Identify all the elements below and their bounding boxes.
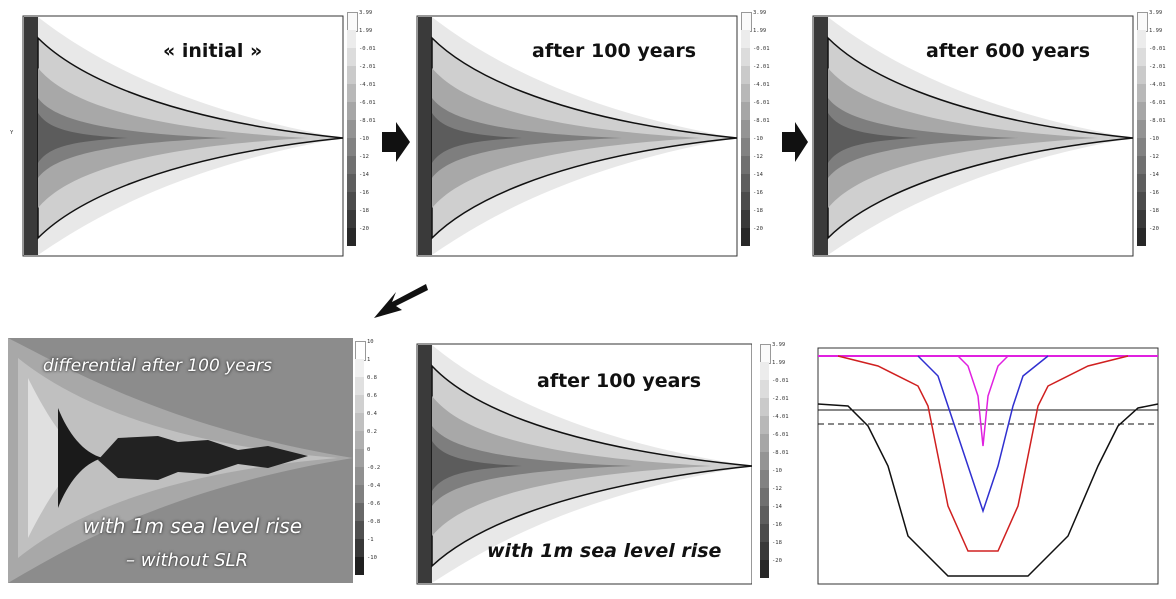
colorbar-label: -10 xyxy=(753,136,763,142)
colorbar-label: 1 xyxy=(367,357,371,363)
colorbar-label: -0.01 xyxy=(753,46,770,52)
colorbar-label: -16 xyxy=(1149,190,1159,196)
colorbar-label: 0 xyxy=(367,447,371,453)
colorbar-label: -2.01 xyxy=(753,64,770,70)
colorbar-label: -8.01 xyxy=(359,118,376,124)
colorbar-label: -10 xyxy=(1149,136,1159,142)
panel-after-100: after 100 years xyxy=(402,8,772,268)
colorbar-label: -18 xyxy=(1149,208,1159,214)
colorbar-label: -18 xyxy=(772,540,782,546)
panel-title: after 100 years xyxy=(537,370,702,392)
panel-initial: « initial » Y xyxy=(8,8,378,268)
panel-title: after 100 years xyxy=(532,40,697,62)
colorbar-label: -1 xyxy=(367,537,374,543)
colorbar-label: 1.99 xyxy=(359,28,373,34)
colorbar-label: -12 xyxy=(753,154,763,160)
colorbar-label: -8.01 xyxy=(772,450,789,456)
colorbar-label: 0.6 xyxy=(367,393,377,399)
colorbar-label: -8.01 xyxy=(1149,118,1166,124)
contour-plot-initial xyxy=(22,15,344,257)
colorbar-label: 1.99 xyxy=(1149,28,1163,34)
colorbar-label: -0.01 xyxy=(1149,46,1166,52)
colorbar-label: -14 xyxy=(1149,172,1159,178)
colorbar-label: -0.01 xyxy=(772,378,789,384)
contour-plot-after-600 xyxy=(812,15,1134,257)
colorbar-label: -0.2 xyxy=(367,465,381,471)
colorbar-label: 3.99 xyxy=(753,10,767,16)
panel-differential: differential after 100 years with 1m sea… xyxy=(8,338,378,596)
panel-after-100-slr: after 100 years with 1m sea level rise xyxy=(402,338,772,596)
colorbar-label: -16 xyxy=(753,190,763,196)
colorbar-label: -0.01 xyxy=(359,46,376,52)
colorbar-label: -2.01 xyxy=(772,396,789,402)
arrow-right-icon xyxy=(782,122,808,162)
colorbar-label: 3.99 xyxy=(359,10,373,16)
colorbar-label: 0.4 xyxy=(367,411,377,417)
colorbar-label: -12 xyxy=(359,154,369,160)
colorbar-label: -12 xyxy=(1149,154,1159,160)
arrow-down-left-icon xyxy=(374,284,428,318)
panel-title: differential after 100 years xyxy=(43,356,272,376)
colorbar-label: -20 xyxy=(772,558,782,564)
colorbar-label: -0.8 xyxy=(367,519,381,525)
colorbar-label: -4.01 xyxy=(1149,82,1166,88)
colorbar-label: -0.6 xyxy=(367,501,381,507)
y-axis-label: Y xyxy=(10,130,14,136)
colorbar-label: -6.01 xyxy=(753,100,770,106)
colorbar-label: -14 xyxy=(753,172,763,178)
colorbar-label: -20 xyxy=(1149,226,1159,232)
colorbar-label: -2.01 xyxy=(1149,64,1166,70)
colorbar-label: -16 xyxy=(772,522,782,528)
panel-footer: with 1m sea level rise xyxy=(487,540,722,562)
footer-line-2: – without SLR xyxy=(126,550,249,571)
colorbar-label: -12 xyxy=(772,486,782,492)
colorbar-label: 1.99 xyxy=(753,28,767,34)
colorbar-label: 3.99 xyxy=(1149,10,1163,16)
panel-title: « initial » xyxy=(163,40,263,62)
arrow-right-icon xyxy=(382,122,410,162)
colorbar-label: -18 xyxy=(753,208,763,214)
colorbar-label: 1.99 xyxy=(772,360,786,366)
colorbar-label: -4.01 xyxy=(359,82,376,88)
footer-line-1: with 1m sea level rise xyxy=(83,514,303,538)
colorbar-label: -2.01 xyxy=(359,64,376,70)
colorbar-label: -10 xyxy=(772,468,782,474)
colorbar-label: -14 xyxy=(772,504,782,510)
colorbar-label: -14 xyxy=(359,172,369,178)
colorbar-label: 10 xyxy=(367,339,374,345)
colorbar-label: -6.01 xyxy=(1149,100,1166,106)
colorbar-label: -20 xyxy=(753,226,763,232)
colorbar-label: 0.8 xyxy=(367,375,377,381)
colorbar-label: -16 xyxy=(359,190,369,196)
colorbar-label: -6.01 xyxy=(359,100,376,106)
contour-plot-differential xyxy=(8,338,353,583)
panel-title: after 600 years xyxy=(926,40,1091,62)
colorbar-label: -4.01 xyxy=(753,82,770,88)
colorbar-label: -6.01 xyxy=(772,432,789,438)
contour-plot-after-100-slr xyxy=(416,343,752,585)
contour-plot-after-100 xyxy=(416,15,738,257)
profile-chart xyxy=(817,347,1159,585)
colorbar-label: -8.01 xyxy=(753,118,770,124)
colorbar-label: 3.99 xyxy=(772,342,786,348)
colorbar-label: -0.4 xyxy=(367,483,381,489)
panel-after-600: after 600 years xyxy=(798,8,1168,268)
colorbar-label: -4.01 xyxy=(772,414,789,420)
colorbar-label: -20 xyxy=(359,226,369,232)
colorbar-label: -18 xyxy=(359,208,369,214)
colorbar-label: 0.2 xyxy=(367,429,377,435)
colorbar-label: -10 xyxy=(359,136,369,142)
panel-profile xyxy=(808,346,1168,596)
colorbar-label: -10 xyxy=(367,555,377,561)
